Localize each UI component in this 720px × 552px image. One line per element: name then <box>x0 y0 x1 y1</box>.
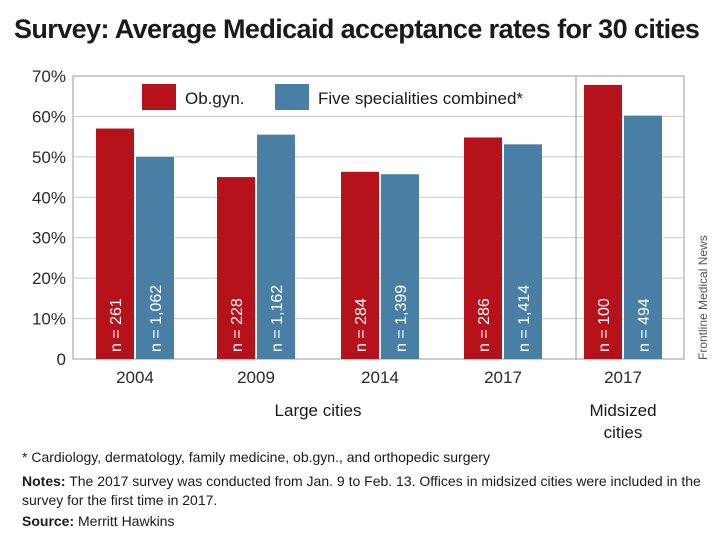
y-tick-label: 20% <box>32 269 66 288</box>
bar-data-label: n = 286 <box>476 298 493 352</box>
y-tick-label: 0 <box>57 350 66 369</box>
bar-five-specialities <box>381 174 419 359</box>
x-tick-label: 2017 <box>604 368 642 387</box>
chart-title: Survey: Average Medicaid acceptance rate… <box>14 14 700 44</box>
group-label-large: Large cities <box>275 401 362 420</box>
bar-five-specialities <box>136 156 174 359</box>
group-label-midsized: cities <box>604 423 643 442</box>
bar-five-specialities <box>624 115 662 360</box>
bar-data-label: n = 494 <box>636 298 653 352</box>
bar-obgyn <box>464 137 502 359</box>
bar-data-label: n = 1,162 <box>269 285 286 352</box>
bar-obgyn <box>584 84 622 359</box>
bar-obgyn <box>341 171 379 359</box>
bar-data-label: n = 228 <box>229 298 246 352</box>
bar-five-specialities <box>504 144 542 359</box>
y-tick-label: 40% <box>32 188 66 207</box>
bar-data-label: n = 100 <box>596 298 613 352</box>
source: Source: Merritt Hawkins <box>22 512 174 531</box>
bar-obgyn <box>217 177 255 359</box>
bar-data-label: n = 1,062 <box>148 285 165 352</box>
notes-text: The 2017 survey was conducted from Jan. … <box>22 473 701 508</box>
y-tick-label: 60% <box>32 107 66 126</box>
group-label-midsized: Midsized <box>589 401 656 420</box>
legend-swatch-five-specialities <box>275 84 309 110</box>
source-label: Source: <box>22 513 75 529</box>
bar-data-label: n = 1,414 <box>516 285 533 352</box>
bar-five-specialities <box>257 134 295 359</box>
x-tick-label: 2009 <box>237 368 275 387</box>
legend-swatch-obgyn <box>142 84 176 110</box>
notes-label: Notes: <box>22 473 66 489</box>
bar-obgyn <box>96 128 134 359</box>
bar-data-label: n = 284 <box>353 298 370 352</box>
bar-chart: 0 10% 20% 30% 40% 50% 60% 70% n = 261 n = 228 n = … <box>32 67 710 442</box>
legend-label-obgyn: Ob.gyn. <box>185 89 245 108</box>
footnote: * Cardiology, dermatology, family medici… <box>22 449 490 465</box>
bar-data-label: n = 261 <box>108 298 125 352</box>
y-tick-label: 30% <box>32 229 66 248</box>
notes: Notes: The 2017 survey was conducted fro… <box>22 472 702 510</box>
x-tick-label: 2004 <box>116 368 154 387</box>
bar-data-label: n = 1,399 <box>393 285 410 352</box>
source-text: Merritt Hawkins <box>78 513 175 529</box>
credit-text: Frontline Medical News <box>696 235 710 360</box>
y-tick-label: 10% <box>32 310 66 329</box>
x-tick-label: 2017 <box>484 368 522 387</box>
legend-label-five-specialities: Five specialities combined* <box>318 89 523 108</box>
y-tick-label: 50% <box>32 148 66 167</box>
x-tick-label: 2014 <box>361 368 399 387</box>
y-tick-label: 70% <box>32 67 66 86</box>
